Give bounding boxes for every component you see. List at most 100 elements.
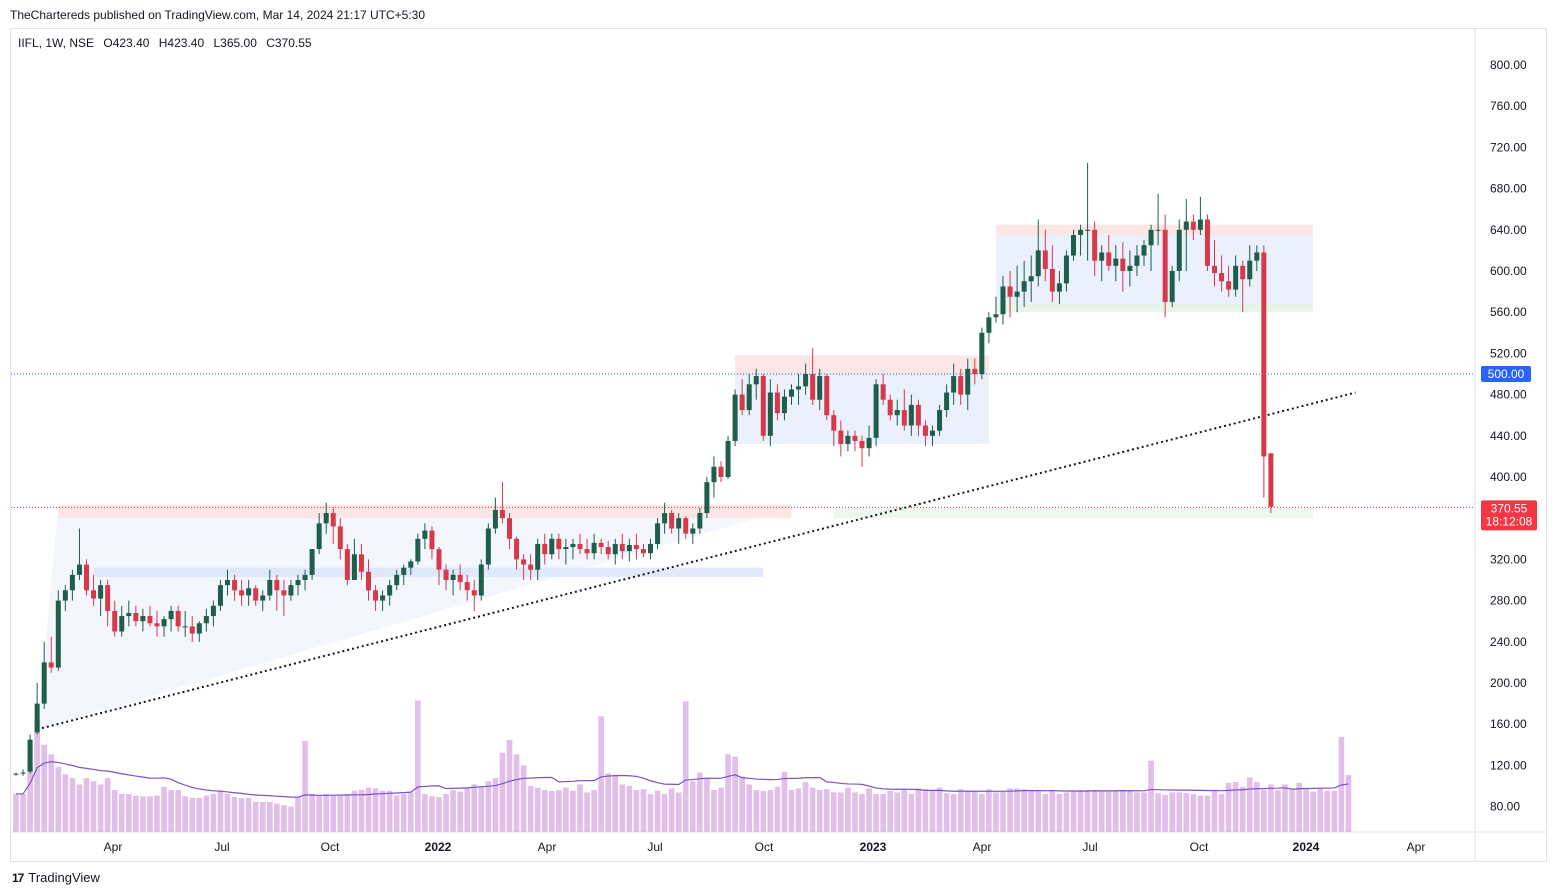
candle bbox=[1155, 193, 1161, 246]
volume-bar bbox=[464, 788, 470, 832]
candle bbox=[69, 569, 75, 601]
candle bbox=[422, 523, 428, 550]
volume-bar bbox=[873, 793, 879, 832]
candle bbox=[246, 580, 252, 606]
candle-body bbox=[746, 384, 752, 411]
volume-bar bbox=[1169, 792, 1175, 832]
volume-bar bbox=[62, 774, 69, 832]
volume-bar bbox=[1317, 788, 1324, 832]
footer-brand[interactable]: 17 TradingView bbox=[12, 870, 100, 885]
candle bbox=[1063, 250, 1069, 292]
candle-body bbox=[1042, 250, 1048, 269]
zone-6 bbox=[995, 303, 1314, 313]
volume-bar bbox=[337, 795, 344, 832]
candle bbox=[866, 425, 872, 457]
candle-body bbox=[62, 590, 68, 601]
candle-body bbox=[662, 513, 668, 524]
volume-bar bbox=[1225, 782, 1232, 832]
candle-body bbox=[619, 543, 625, 552]
candle bbox=[619, 533, 625, 560]
candle-body bbox=[323, 513, 329, 524]
candle bbox=[725, 435, 731, 480]
candle bbox=[683, 516, 689, 539]
candle-body bbox=[1183, 221, 1189, 230]
candle bbox=[626, 538, 632, 562]
volume-bar bbox=[852, 792, 858, 832]
level-price-tag bbox=[1481, 366, 1531, 382]
candle-body bbox=[796, 386, 802, 390]
candle bbox=[1021, 260, 1027, 308]
candle bbox=[1183, 198, 1189, 271]
candle bbox=[126, 600, 132, 627]
candle-body bbox=[281, 590, 287, 596]
symbol-legend[interactable]: IIFL, 1W, NSE O423.40 H423.40 L365.00 C3… bbox=[18, 36, 318, 50]
candle-body bbox=[366, 571, 371, 591]
volume-bar bbox=[492, 778, 499, 832]
candle-body bbox=[810, 374, 816, 400]
candle-body bbox=[1000, 286, 1006, 315]
zone-1 bbox=[93, 567, 764, 577]
candle-body bbox=[908, 404, 914, 426]
candle-body bbox=[41, 662, 47, 704]
volume-bar bbox=[1275, 789, 1281, 832]
candle-body bbox=[69, 574, 75, 591]
volume-bar bbox=[979, 793, 985, 832]
candle-body bbox=[1134, 255, 1140, 266]
candle-body bbox=[55, 600, 61, 668]
candle-body bbox=[507, 518, 512, 539]
volume-bar bbox=[48, 754, 55, 832]
volume-bar bbox=[302, 740, 308, 832]
candle bbox=[1127, 250, 1133, 287]
volume-bar bbox=[816, 789, 823, 832]
candle bbox=[485, 523, 491, 570]
volume-bar bbox=[365, 787, 372, 832]
volume-bar bbox=[527, 786, 534, 832]
candle-body bbox=[91, 590, 97, 599]
candle-body bbox=[739, 394, 745, 411]
candle-body bbox=[1063, 255, 1069, 284]
candle bbox=[845, 430, 851, 452]
candle bbox=[760, 374, 766, 441]
candle bbox=[1204, 214, 1210, 271]
candle-body bbox=[133, 612, 139, 622]
volume-bar bbox=[422, 793, 428, 832]
candle-body bbox=[1014, 291, 1020, 297]
volume-bar bbox=[711, 789, 717, 832]
candle bbox=[1254, 245, 1260, 271]
candle bbox=[41, 641, 47, 709]
candle bbox=[1028, 255, 1034, 302]
candle bbox=[648, 538, 653, 560]
volume-bar bbox=[457, 791, 463, 832]
candle-body bbox=[464, 582, 470, 591]
volume-bar bbox=[1141, 792, 1147, 832]
candle-body bbox=[704, 482, 710, 514]
legend-symbol: IIFL, 1W, NSE bbox=[18, 36, 95, 50]
volume-bar bbox=[901, 789, 908, 832]
candle bbox=[1176, 219, 1182, 282]
candle bbox=[767, 379, 773, 447]
candle bbox=[873, 379, 879, 447]
y-tick-label: 800.00 bbox=[1490, 58, 1527, 72]
candle bbox=[457, 564, 463, 591]
candle bbox=[471, 580, 477, 611]
candle-body bbox=[239, 590, 245, 596]
candle-body bbox=[514, 538, 520, 560]
candle-body bbox=[732, 394, 738, 441]
candle bbox=[337, 518, 343, 560]
candle bbox=[154, 610, 160, 637]
candle-body bbox=[316, 523, 322, 550]
x-tick-label: Oct bbox=[1190, 840, 1209, 854]
volume-bar bbox=[633, 789, 640, 832]
volume-bar bbox=[964, 790, 971, 832]
candle bbox=[838, 420, 844, 457]
candle-body bbox=[655, 523, 661, 544]
candle-body bbox=[13, 773, 19, 775]
candle-body bbox=[217, 585, 223, 606]
candle-body bbox=[1071, 234, 1076, 256]
volume-bar bbox=[929, 790, 936, 832]
candle bbox=[98, 580, 104, 617]
volume-bar bbox=[450, 789, 456, 832]
candle-body bbox=[126, 612, 132, 617]
x-tick-label: Apr bbox=[104, 840, 123, 854]
